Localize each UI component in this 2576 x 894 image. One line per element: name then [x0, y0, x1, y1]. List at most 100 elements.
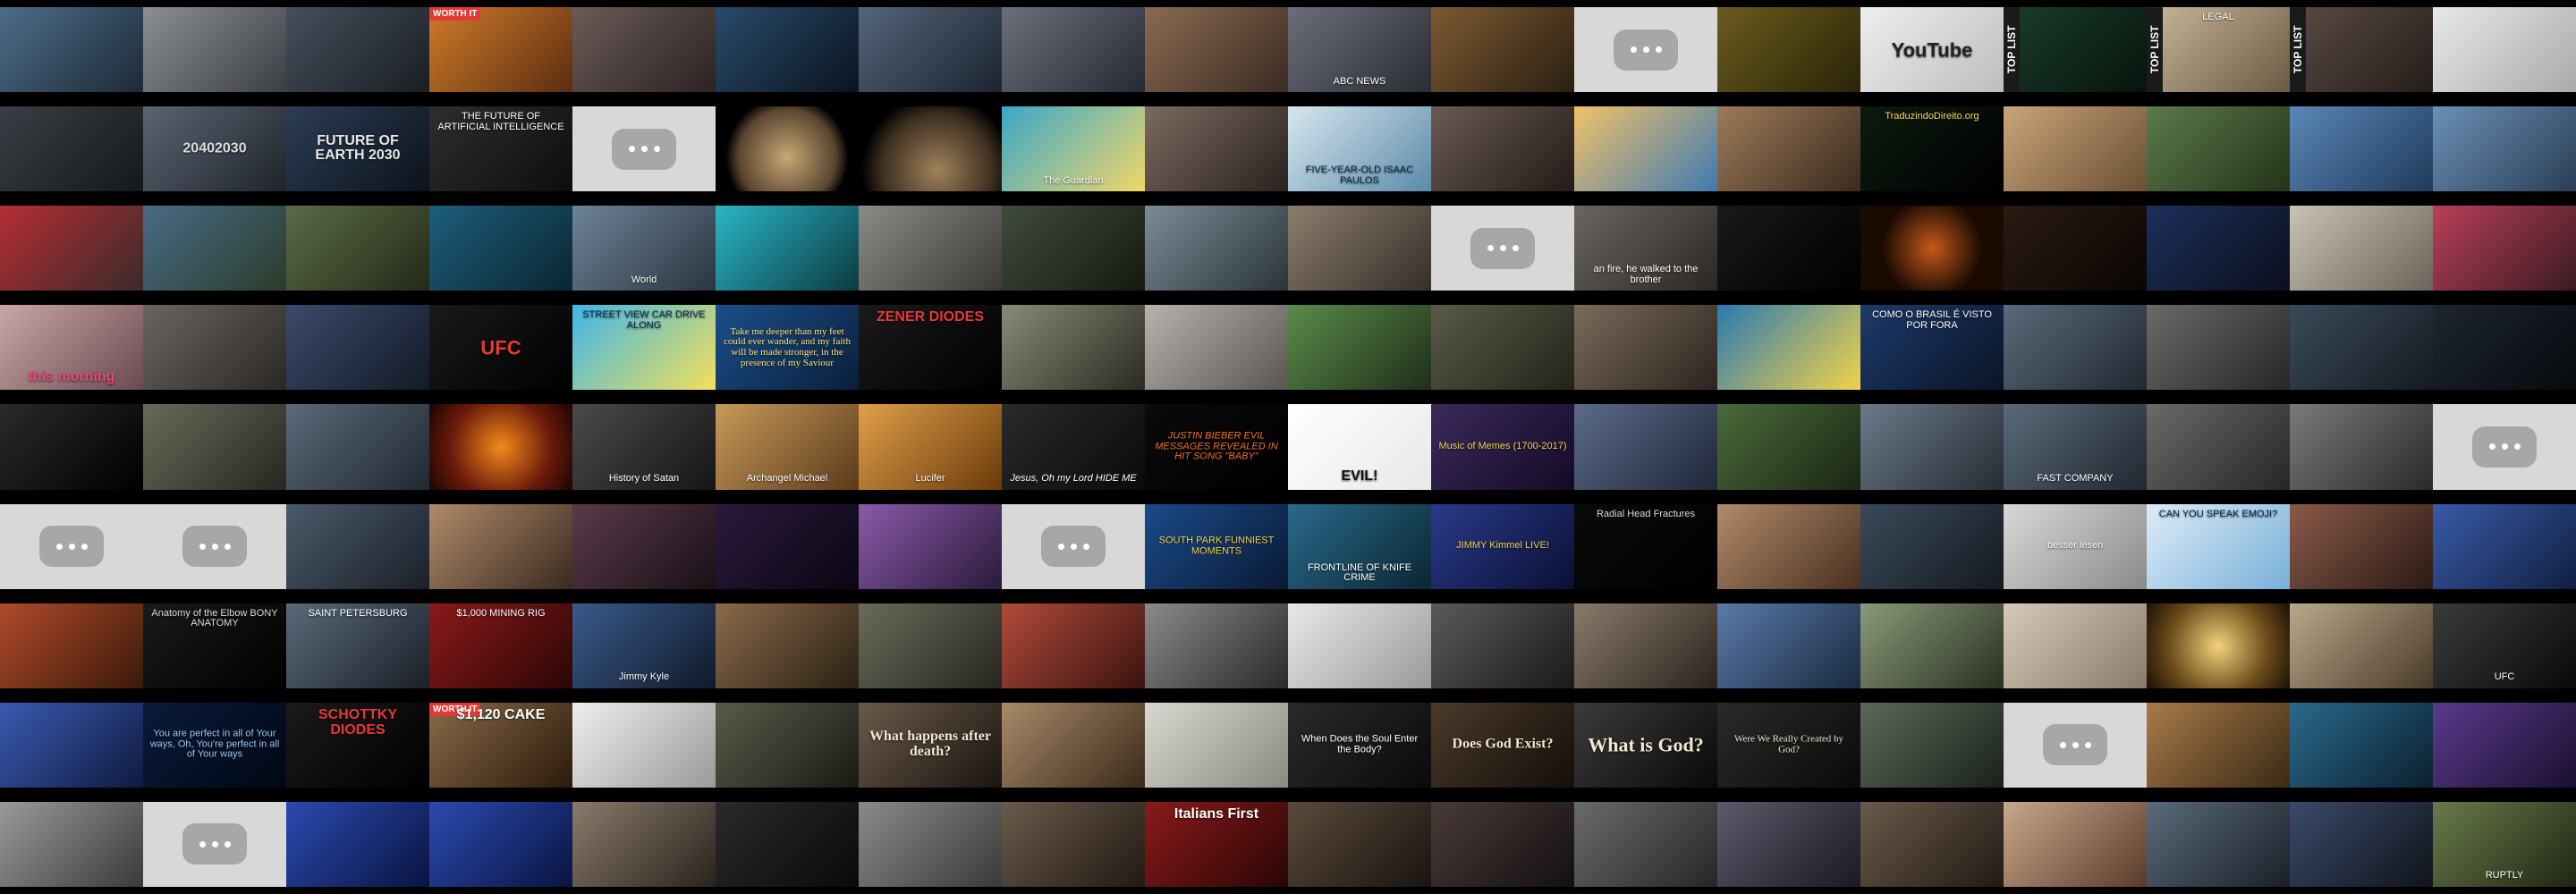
video-thumbnail[interactable] — [1574, 397, 1717, 496]
video-thumbnail[interactable] — [1002, 795, 1145, 894]
video-thumbnail[interactable]: FRONTLINE OF KNIFE CRIME — [1288, 497, 1431, 596]
video-thumbnail[interactable] — [0, 497, 143, 596]
video-thumbnail[interactable] — [1431, 795, 1574, 894]
video-thumbnail[interactable] — [1860, 497, 2004, 596]
video-thumbnail[interactable]: Archangel Michael — [716, 397, 859, 496]
video-thumbnail[interactable] — [2147, 696, 2290, 795]
video-thumbnail[interactable] — [2433, 0, 2576, 99]
video-thumbnail[interactable]: TOP LIST — [2004, 0, 2147, 99]
video-thumbnail[interactable] — [1860, 795, 2004, 894]
video-thumbnail[interactable] — [2004, 198, 2147, 298]
video-thumbnail[interactable]: this morning — [0, 298, 143, 397]
video-thumbnail[interactable]: SAINT PETERSBURG — [286, 596, 429, 696]
video-thumbnail[interactable]: 20402030 — [143, 99, 286, 198]
video-thumbnail[interactable] — [859, 99, 1002, 198]
video-thumbnail[interactable] — [1431, 0, 1574, 99]
video-thumbnail[interactable] — [572, 497, 716, 596]
video-thumbnail[interactable] — [2147, 596, 2290, 696]
video-thumbnail[interactable]: SCHOTTKY DIODES — [286, 696, 429, 795]
video-thumbnail[interactable]: World — [572, 198, 716, 298]
video-thumbnail[interactable] — [716, 0, 859, 99]
video-thumbnail[interactable]: CAN YOU SPEAK EMOJI? — [2147, 497, 2290, 596]
video-thumbnail[interactable] — [572, 696, 716, 795]
video-thumbnail[interactable]: an fire, he walked to the brother — [1574, 198, 1717, 298]
video-thumbnail[interactable] — [143, 298, 286, 397]
video-thumbnail[interactable] — [2290, 99, 2433, 198]
video-thumbnail[interactable] — [1145, 0, 1288, 99]
video-thumbnail[interactable] — [0, 596, 143, 696]
video-thumbnail[interactable] — [1288, 198, 1431, 298]
video-thumbnail[interactable] — [429, 397, 572, 496]
video-thumbnail[interactable] — [2433, 99, 2576, 198]
video-thumbnail[interactable]: FAST COMPANY — [2004, 397, 2147, 496]
video-thumbnail[interactable] — [2147, 99, 2290, 198]
video-thumbnail[interactable] — [1002, 0, 1145, 99]
video-thumbnail[interactable] — [1002, 596, 1145, 696]
video-thumbnail[interactable] — [1574, 795, 1717, 894]
video-thumbnail[interactable] — [2004, 795, 2147, 894]
video-thumbnail[interactable]: JIMMY Kimmel LIVE! — [1431, 497, 1574, 596]
video-thumbnail[interactable] — [859, 198, 1002, 298]
video-thumbnail[interactable] — [2004, 298, 2147, 397]
video-thumbnail[interactable]: You are perfect in all of Your ways, Oh,… — [143, 696, 286, 795]
video-thumbnail[interactable] — [429, 497, 572, 596]
video-thumbnail[interactable] — [572, 0, 716, 99]
video-thumbnail[interactable] — [1288, 298, 1431, 397]
video-thumbnail[interactable] — [0, 198, 143, 298]
video-thumbnail[interactable] — [1717, 397, 1860, 496]
video-thumbnail[interactable] — [1717, 0, 1860, 99]
video-thumbnail[interactable] — [1145, 99, 1288, 198]
video-thumbnail[interactable]: The Guardian — [1002, 99, 1145, 198]
video-thumbnail[interactable] — [716, 198, 859, 298]
video-thumbnail[interactable] — [2290, 397, 2433, 496]
video-thumbnail[interactable] — [716, 596, 859, 696]
video-thumbnail[interactable] — [1860, 696, 2004, 795]
video-thumbnail[interactable] — [143, 497, 286, 596]
video-thumbnail[interactable] — [2290, 298, 2433, 397]
video-thumbnail[interactable]: Were We Really Created by God? — [1717, 696, 1860, 795]
video-thumbnail[interactable] — [429, 198, 572, 298]
video-thumbnail[interactable] — [286, 298, 429, 397]
video-thumbnail[interactable] — [1860, 397, 2004, 496]
video-thumbnail[interactable] — [1145, 198, 1288, 298]
video-thumbnail[interactable]: TOP LIST LEGAL — [2147, 0, 2290, 99]
video-thumbnail[interactable] — [1717, 99, 1860, 198]
video-thumbnail[interactable]: RUPTLY — [2433, 795, 2576, 894]
video-thumbnail[interactable] — [1145, 596, 1288, 696]
video-thumbnail[interactable] — [2290, 497, 2433, 596]
video-thumbnail[interactable]: FIVE-YEAR-OLD ISAAC PAULOS — [1288, 99, 1431, 198]
video-thumbnail[interactable] — [716, 795, 859, 894]
video-thumbnail[interactable] — [716, 696, 859, 795]
video-thumbnail[interactable] — [1431, 298, 1574, 397]
video-thumbnail[interactable]: STREET VIEW CAR DRIVE ALONG — [572, 298, 716, 397]
video-thumbnail[interactable] — [143, 198, 286, 298]
video-thumbnail[interactable]: Does God Exist? — [1431, 696, 1574, 795]
video-thumbnail[interactable]: When Does the Soul Enter the Body? — [1288, 696, 1431, 795]
video-thumbnail[interactable] — [859, 0, 1002, 99]
video-thumbnail[interactable] — [859, 795, 1002, 894]
video-thumbnail[interactable] — [143, 0, 286, 99]
video-thumbnail[interactable]: TOP LIST — [2290, 0, 2433, 99]
video-thumbnail[interactable]: FUTURE OF EARTH 2030 — [286, 99, 429, 198]
video-thumbnail[interactable] — [859, 596, 1002, 696]
video-thumbnail[interactable]: YouTube — [1860, 0, 2004, 99]
video-thumbnail[interactable]: WORTH IT $1,120 CAKE — [429, 696, 572, 795]
video-thumbnail[interactable] — [2433, 198, 2576, 298]
video-thumbnail[interactable]: Radial Head Fractures — [1574, 497, 1717, 596]
video-thumbnail[interactable] — [429, 795, 572, 894]
video-thumbnail[interactable]: COMO O BRASIL É VISTO POR FORA — [1860, 298, 2004, 397]
video-thumbnail[interactable] — [1717, 298, 1860, 397]
video-thumbnail[interactable] — [286, 0, 429, 99]
video-thumbnail[interactable] — [2290, 696, 2433, 795]
video-thumbnail[interactable] — [1860, 596, 2004, 696]
video-thumbnail[interactable] — [0, 99, 143, 198]
video-thumbnail[interactable]: Jimmy Kyle — [572, 596, 716, 696]
video-thumbnail[interactable]: EVIL! — [1288, 397, 1431, 496]
video-thumbnail[interactable] — [1145, 298, 1288, 397]
video-thumbnail[interactable] — [716, 497, 859, 596]
video-thumbnail[interactable] — [2433, 696, 2576, 795]
video-thumbnail[interactable] — [1002, 696, 1145, 795]
video-thumbnail[interactable] — [1574, 596, 1717, 696]
video-thumbnail[interactable] — [0, 397, 143, 496]
video-thumbnail[interactable]: SOUTH PARK FUNNIEST MOMENTS — [1145, 497, 1288, 596]
